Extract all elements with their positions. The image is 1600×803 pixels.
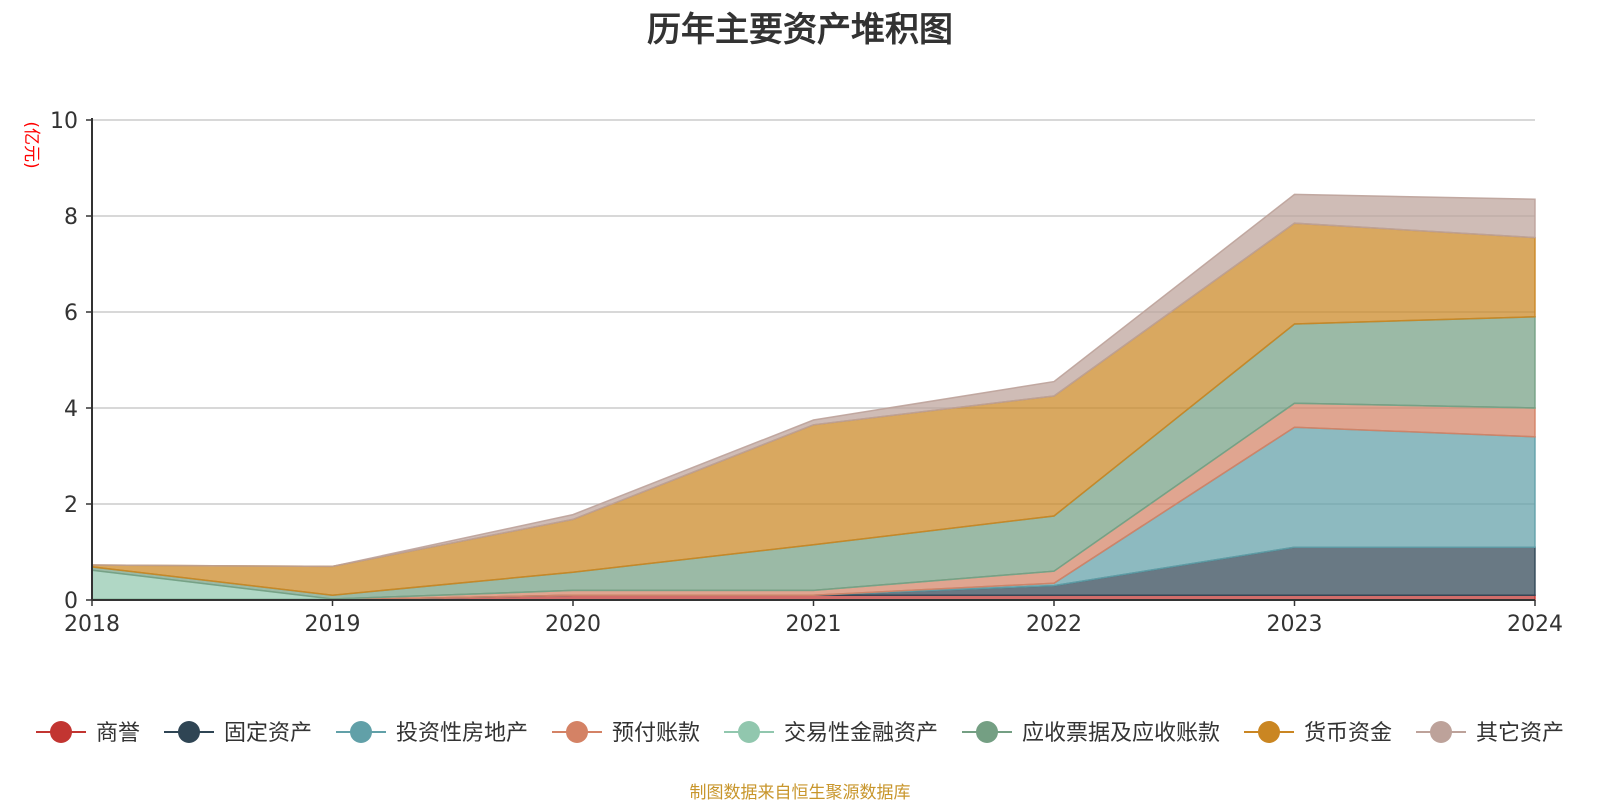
x-tick-label: 2022: [1026, 612, 1082, 637]
legend-marker: [350, 721, 372, 743]
legend-item: 其它资产: [1416, 721, 1564, 746]
legend-marker: [178, 721, 200, 743]
legend-marker: [566, 721, 588, 743]
legend-marker: [1258, 721, 1280, 743]
data-source-note: 制图数据来自恒生聚源数据库: [689, 783, 911, 803]
y-tick-label: 10: [50, 109, 78, 134]
y-tick-label: 8: [64, 205, 78, 230]
y-tick-label: 0: [64, 589, 78, 614]
x-tick-label: 2019: [305, 612, 361, 637]
legend-label: 其它资产: [1476, 721, 1564, 746]
y-tick-label: 6: [64, 301, 78, 326]
legend-label: 投资性房地产: [396, 721, 528, 746]
x-tick-label: 2018: [64, 612, 120, 637]
legend-marker: [976, 721, 998, 743]
area-其它资产: [91, 193, 1536, 568]
y-tick-label: 2: [64, 493, 78, 518]
legend-label: 固定资产: [224, 721, 312, 746]
x-tick-label: 2023: [1267, 612, 1323, 637]
y-tick-label: 4: [64, 397, 78, 422]
x-tick-label: 2021: [786, 612, 842, 637]
legend-item: 应收票据及应收账款: [962, 721, 1220, 746]
legend-marker: [1430, 721, 1452, 743]
legend-item: 投资性房地产: [336, 721, 528, 746]
legend-label: 应收票据及应收账款: [1022, 721, 1220, 746]
x-tick-label: 2020: [545, 612, 601, 637]
legend-item: 固定资产: [164, 721, 312, 746]
area-series: [91, 193, 1536, 601]
legend-item: 交易性金融资产: [724, 721, 938, 746]
legend-label: 货币资金: [1304, 721, 1392, 746]
y-axis-label: (亿元): [21, 121, 41, 168]
x-tick-label: 2024: [1507, 612, 1563, 637]
legend: 商誉 固定资产 投资性房地产 预付账款 交易性金融资产 应收票据及应收账款 货币资金 其它资产: [36, 721, 1564, 746]
legend-marker: [738, 721, 760, 743]
legend-item: 预付账款: [552, 721, 700, 746]
chart-title: 历年主要资产堆积图: [647, 10, 953, 50]
legend-label: 商誉: [96, 721, 140, 746]
legend-item: 货币资金: [1244, 721, 1392, 746]
legend-label: 预付账款: [612, 721, 700, 746]
axes: 0 2 4 6 8 10 2018 2019 2020 2021 2022 2023 2024: [50, 109, 1563, 637]
legend-label: 交易性金融资产: [784, 721, 938, 746]
legend-item: 商誉: [36, 721, 140, 746]
legend-marker: [50, 721, 72, 743]
